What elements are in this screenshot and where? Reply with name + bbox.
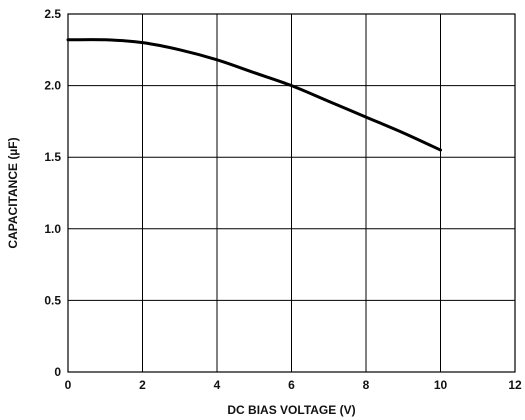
plot-frame bbox=[67, 13, 516, 373]
x-tick-label: 2 bbox=[139, 378, 146, 392]
series-layer bbox=[66, 38, 442, 152]
x-tick-label: 0 bbox=[65, 378, 72, 392]
y-tick-label: 0 bbox=[54, 365, 61, 379]
x-tick-label: 10 bbox=[434, 378, 448, 392]
x-tick-label: 6 bbox=[288, 378, 295, 392]
x-tick-label: 8 bbox=[363, 378, 370, 392]
x-tick-label: 12 bbox=[508, 378, 522, 392]
x-axis-label: DC BIAS VOLTAGE (V) bbox=[227, 403, 355, 417]
y-tick-labels: 0 0.5 1.0 1.5 2.0 2.5 bbox=[44, 7, 61, 379]
y-tick-label: 2.0 bbox=[44, 79, 61, 93]
grid bbox=[67, 13, 516, 373]
y-tick-label: 2.5 bbox=[44, 7, 61, 21]
x-tick-labels: 0 2 4 6 8 10 12 bbox=[65, 378, 522, 392]
y-tick-label: 1.0 bbox=[44, 222, 61, 236]
y-axis-label: CAPACITANCE (µF) bbox=[6, 137, 20, 248]
y-tick-label: 1.5 bbox=[44, 150, 61, 164]
x-tick-label: 4 bbox=[214, 378, 221, 392]
series-line-0 bbox=[66, 38, 442, 152]
y-tick-label: 0.5 bbox=[44, 293, 61, 307]
